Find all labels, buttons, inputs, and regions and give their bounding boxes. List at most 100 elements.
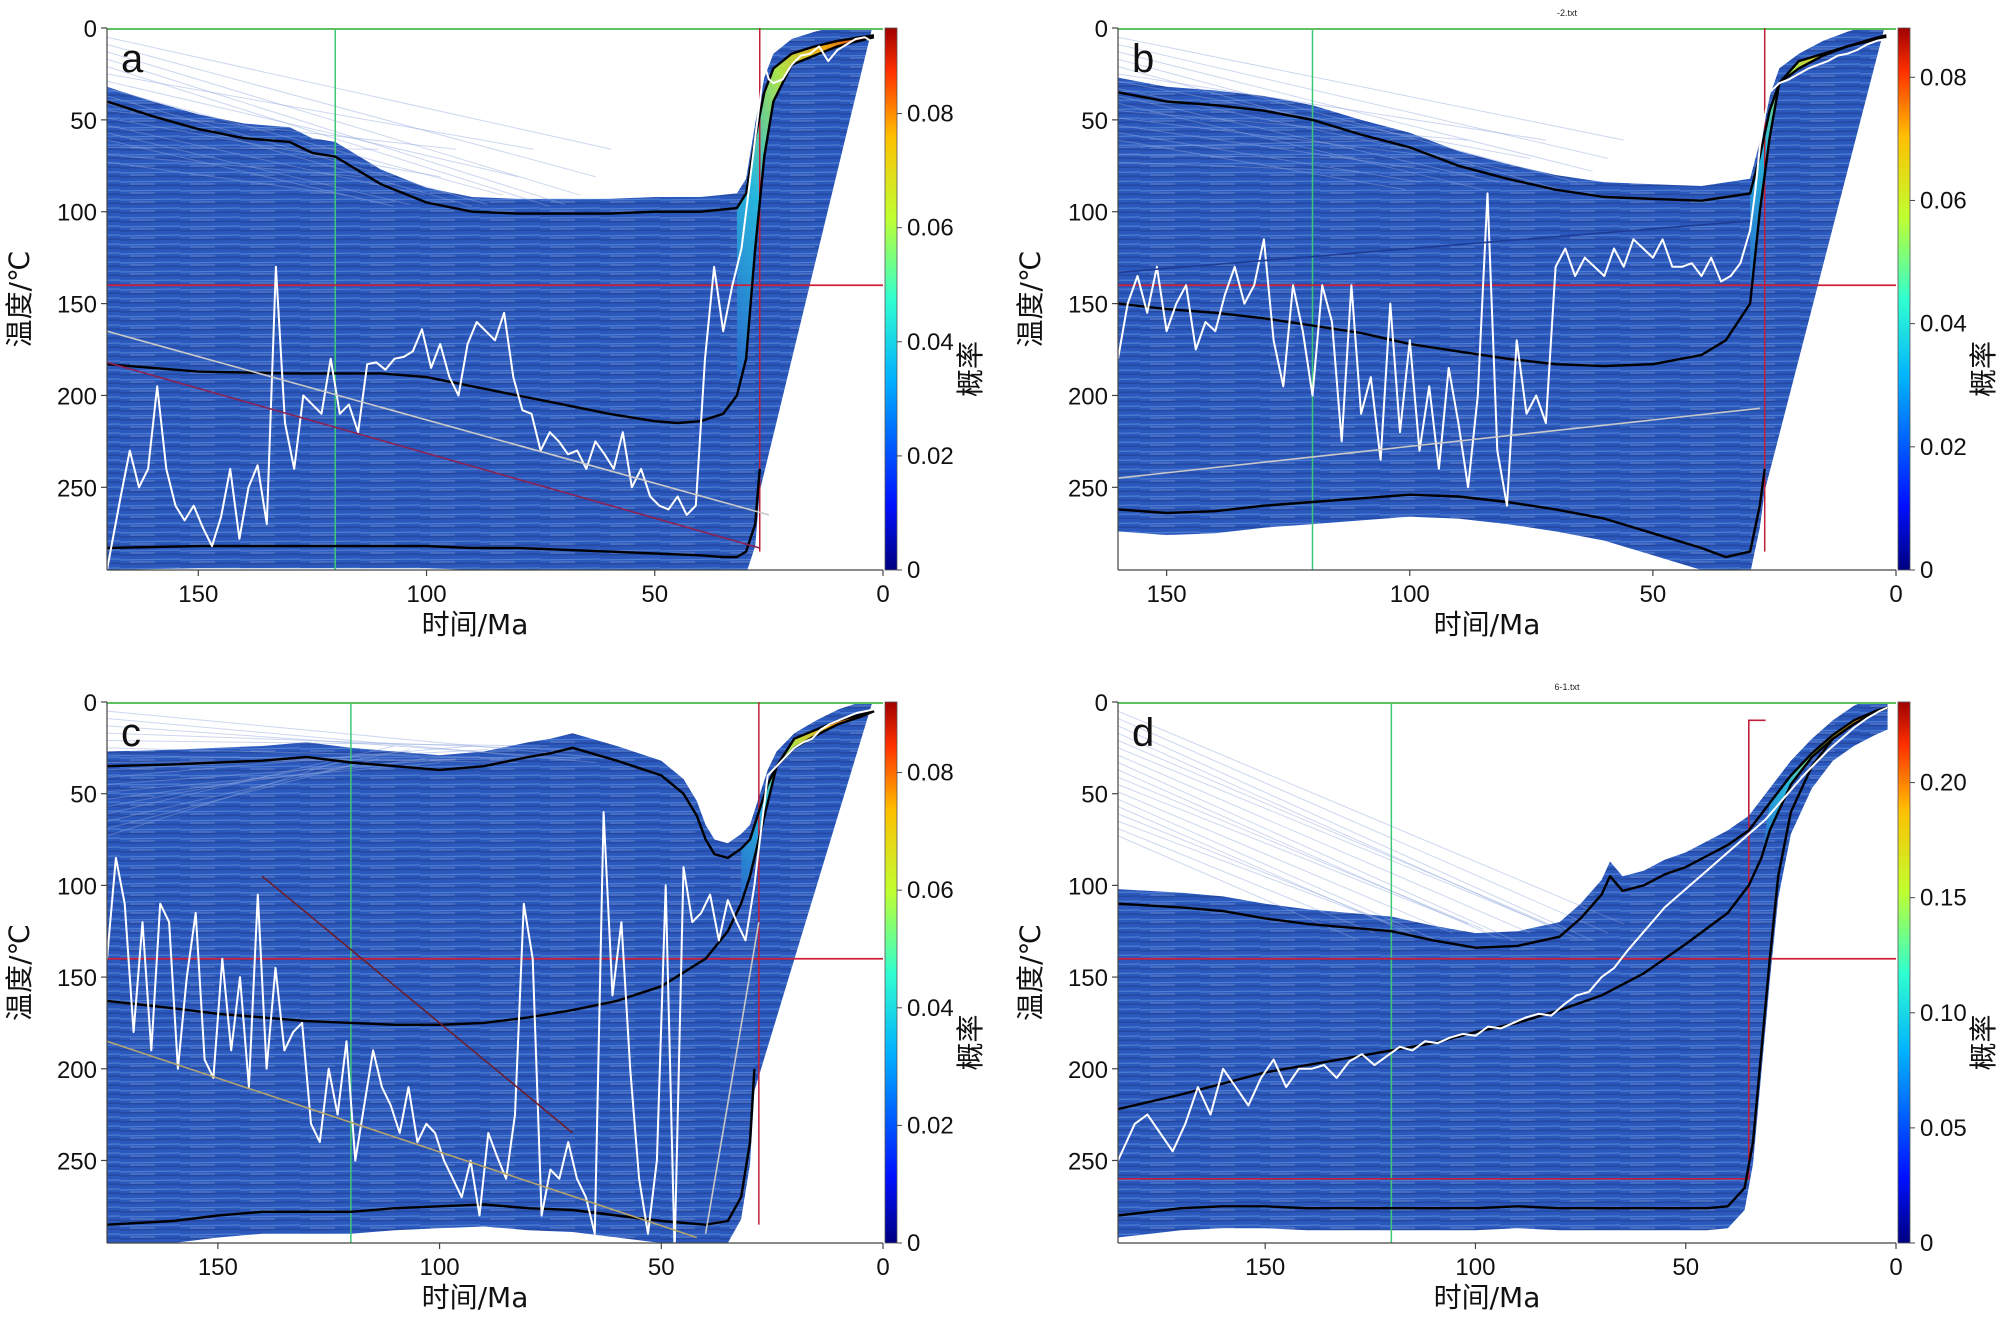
path-ray (107, 758, 503, 764)
chart-panel-b: 150 100 50 0050100150200250时间/Ma温度/℃b-2.txt… (1014, 8, 2000, 641)
y-tick-label: 200 (57, 1057, 97, 1084)
x-tick-label: 50 (641, 581, 668, 608)
colorbar-tick-label: 0.15 (1920, 885, 1967, 912)
x-tick-label: 50 (1640, 581, 1667, 608)
y-tick-label: 250 (1068, 475, 1108, 502)
colorbar-tick-label: 0.02 (907, 443, 954, 470)
colorbar (1897, 27, 1911, 571)
path-ray (107, 132, 410, 205)
series-line-trend-line (704, 921, 760, 1234)
path-ray (1118, 718, 1609, 934)
panel-label: b (1132, 37, 1154, 81)
x-tick-label: 0 (876, 1254, 889, 1281)
plot-area (107, 28, 883, 570)
colorbar-tick-label: 0.04 (907, 329, 954, 356)
path-ray (107, 88, 503, 196)
path-ray (1118, 161, 1360, 172)
y-tick-label: 50 (70, 108, 97, 135)
path-ray (1118, 139, 1391, 148)
path-ray (107, 154, 364, 178)
series-line-lower-envelope (1118, 706, 1889, 1217)
series-line-best-fit-path (1118, 706, 1889, 1161)
series-line-middle-curve (1118, 36, 1887, 368)
path-ray (1118, 132, 1422, 183)
path-ray (1118, 835, 1360, 941)
path-ray (107, 80, 519, 178)
density-cloud (1118, 28, 1885, 570)
path-ray (1118, 117, 1453, 159)
path-ray (107, 740, 550, 747)
path-ray (1118, 732, 1578, 940)
y-tick-label: 0 (84, 690, 97, 717)
series-line-best-fit-path (107, 36, 875, 570)
series-line-trend-line (107, 330, 770, 516)
y-axis-label: 温度/℃ (3, 251, 36, 348)
path-ray (107, 110, 457, 150)
colorbar-label: 概率 (1967, 1014, 2000, 1070)
x-axis-label: 时间/Ma (422, 608, 529, 641)
series-line-lower-envelope (107, 1068, 756, 1226)
colorbar-tick-label: 0.10 (1920, 1000, 1967, 1027)
colorbar-tick-label: 0.06 (907, 215, 954, 242)
colorbar-tick-label: 0.06 (1920, 187, 1967, 214)
y-tick-label: 100 (1068, 873, 1108, 900)
colorbar-tick-label: 0.08 (1920, 64, 1967, 91)
plot-area (1118, 28, 1896, 570)
series-line-best-fit-path (1118, 38, 1887, 507)
x-tick-label: 0 (876, 581, 889, 608)
series-line-upper-envelope (1118, 706, 1888, 949)
path-ray (1118, 95, 1500, 183)
path-ray (107, 710, 612, 760)
x-tick-label: 150 (1245, 1254, 1285, 1281)
path-ray (107, 124, 426, 196)
path-ray (107, 762, 364, 830)
path-ray (107, 758, 348, 837)
path-ray (107, 73, 534, 150)
path-ray (1118, 776, 1484, 930)
path-ray (1118, 828, 1375, 934)
path-ray (1118, 798, 1438, 941)
path-ray (1118, 820, 1391, 925)
plot-area (1118, 702, 1896, 1243)
path-ray (1118, 725, 1593, 941)
series-line-trend-line (1118, 407, 1760, 479)
path-ray (1118, 791, 1453, 934)
series-line-upper-envelope (1118, 34, 1887, 202)
colorbar-tick-label: 0 (1920, 557, 1933, 584)
x-tick-label: 50 (648, 1254, 675, 1281)
plot-area (107, 702, 883, 1243)
file-title: -2.txt (1557, 8, 1578, 18)
y-tick-label: 50 (70, 782, 97, 809)
path-ray (107, 745, 472, 778)
y-tick-label: 200 (1068, 1057, 1108, 1084)
colorbar (884, 27, 898, 571)
chart-panel-a: 150 100 50 0050100150200250时间/Ma温度/℃a00.020… (3, 16, 987, 641)
y-axis-label: 温度/℃ (1014, 251, 1047, 348)
file-title: 6-1.txt (1554, 682, 1580, 692)
y-tick-label: 100 (57, 873, 97, 900)
path-ray (1118, 102, 1484, 191)
series-line-trend-line (1118, 220, 1751, 274)
chart-panel-c: 150 100 50 0050100150200250时间/Ma温度/℃c00.020… (3, 690, 987, 1314)
density-cloud (1118, 702, 1888, 1238)
colorbar-tick-label: 0.20 (1920, 770, 1967, 797)
colorbar-tick-label: 0 (907, 1230, 920, 1257)
path-ray (107, 732, 565, 751)
x-tick-label: 100 (1390, 581, 1430, 608)
path-ray (107, 95, 488, 205)
path-ray (107, 146, 379, 150)
path-ray (1118, 813, 1407, 930)
path-ray (1118, 740, 1562, 930)
path-ray (107, 725, 581, 760)
x-tick-label: 0 (1889, 581, 1902, 608)
path-ray (1118, 139, 1406, 191)
path-ray (1118, 44, 1609, 159)
x-tick-label: 100 (420, 1254, 460, 1281)
path-ray (1118, 58, 1578, 183)
density-cloud (107, 702, 873, 1243)
path-ray (1118, 754, 1531, 934)
colorbar-label: 概率 (1967, 341, 2000, 397)
x-tick-label: 0 (1889, 1254, 1902, 1281)
series-line-trend-line (107, 361, 761, 549)
